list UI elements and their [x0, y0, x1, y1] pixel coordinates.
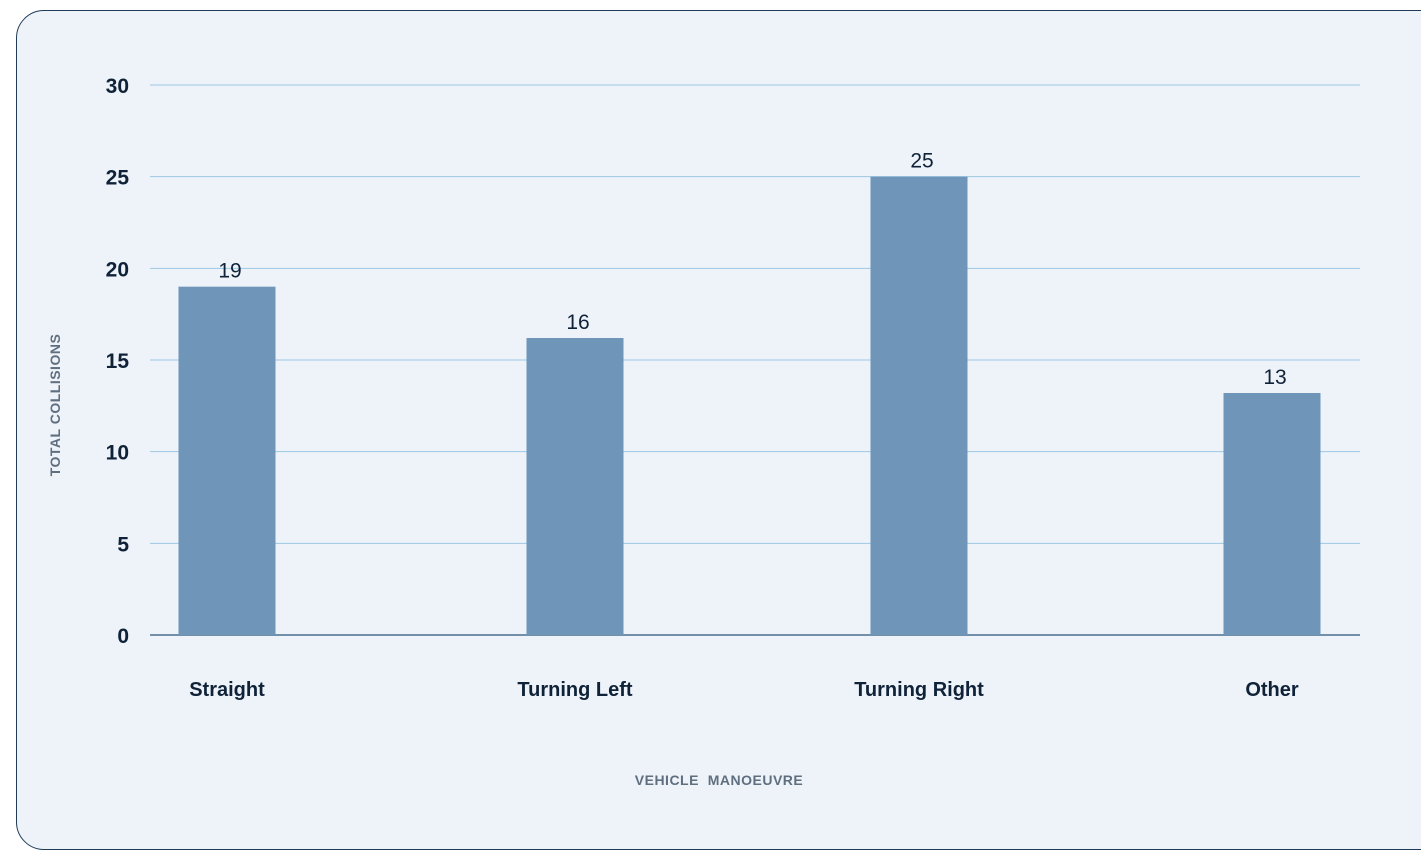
data-label: 13 [1263, 366, 1286, 389]
bar-chart: 19 16 25 13 0 5 10 15 20 25 30 Straight Turning Le… [47, 75, 1360, 788]
x-category-label: Straight [189, 679, 265, 701]
y-tick-labels: 0 5 10 15 20 25 30 [106, 75, 130, 648]
x-category-labels: Straight Turning Left Turning Right Other [189, 679, 1299, 701]
y-tick-label: 30 [106, 75, 129, 98]
data-label: 19 [218, 260, 241, 283]
y-tick-label: 25 [106, 167, 130, 190]
value-labels: 19 16 25 13 [218, 150, 1286, 389]
x-axis-title: VEHICLE MANOEUVRE [635, 772, 803, 788]
bar [178, 286, 276, 635]
data-label: 16 [566, 311, 589, 334]
x-category-label: Other [1245, 679, 1299, 701]
y-tick-label: 5 [117, 533, 129, 556]
x-category-label: Turning Right [854, 679, 984, 701]
bar [870, 176, 968, 635]
y-tick-label: 15 [106, 350, 130, 373]
gridlines [150, 84, 1360, 636]
bars [178, 176, 1321, 635]
y-tick-label: 10 [106, 442, 129, 465]
bar [526, 338, 624, 635]
bar [1223, 393, 1321, 635]
data-label: 25 [910, 150, 933, 173]
y-axis-title: TOTAL COLLISIONS [47, 334, 63, 477]
y-tick-label: 20 [106, 258, 129, 281]
x-category-label: Turning Left [517, 679, 632, 701]
y-tick-label: 0 [117, 625, 129, 648]
